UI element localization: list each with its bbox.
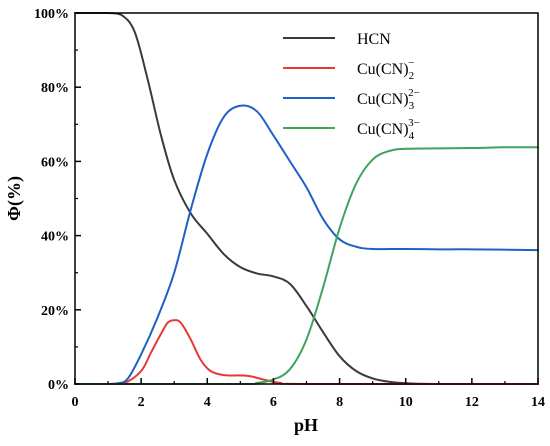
x-axis-ticks: 0 2 4 6 8 10 12 14 xyxy=(72,378,545,410)
y-tick-label: 80% xyxy=(41,81,69,96)
legend-label: Cu(CN)2− xyxy=(357,57,414,82)
legend-label: Cu(CN)32− xyxy=(357,87,420,112)
y-axis-ticks: 0% 20% 40% 60% 80% 100% xyxy=(34,7,81,393)
y-tick-label: 60% xyxy=(41,155,69,170)
series-line-2 xyxy=(74,104,539,385)
x-tick-label: 2 xyxy=(138,395,145,410)
series-line-3 xyxy=(74,146,539,386)
y-tick-label: 0% xyxy=(48,378,69,393)
y-tick-label: 100% xyxy=(34,7,69,22)
plot-lines xyxy=(74,11,539,386)
x-tick-label: 0 xyxy=(72,395,79,410)
x-tick-label: 6 xyxy=(270,395,277,410)
legend-label: HCN xyxy=(357,31,391,48)
x-tick-label: 10 xyxy=(399,395,413,410)
y-axis-title: Φ(%) xyxy=(4,176,25,221)
legend-item-2: Cu(CN)32− xyxy=(283,87,420,112)
legend: HCN Cu(CN)2− Cu(CN)32− Cu(CN)43− xyxy=(283,31,420,142)
series-line-0 xyxy=(74,11,539,386)
x-tick-label: 8 xyxy=(336,395,343,410)
legend-item-0: HCN xyxy=(283,31,391,48)
y-tick-label: 40% xyxy=(41,230,69,245)
series-line-1 xyxy=(74,319,539,385)
legend-item-1: Cu(CN)2− xyxy=(283,57,414,82)
x-tick-label: 14 xyxy=(531,395,545,410)
x-axis-title: pH xyxy=(294,415,318,435)
legend-label: Cu(CN)43− xyxy=(357,117,420,142)
x-tick-label: 12 xyxy=(465,395,479,410)
legend-item-3: Cu(CN)43− xyxy=(283,117,420,142)
x-tick-label: 4 xyxy=(204,395,211,410)
y-tick-label: 20% xyxy=(41,304,69,319)
